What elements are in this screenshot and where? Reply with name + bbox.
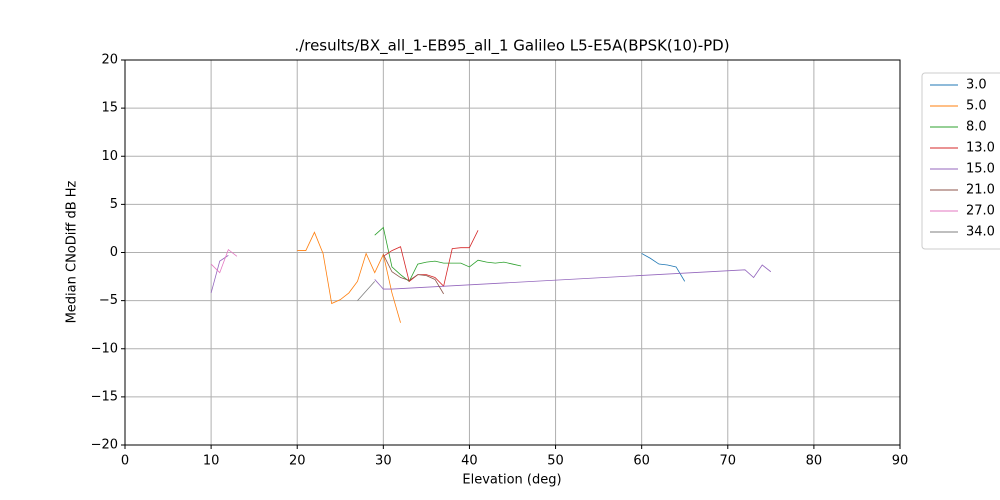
y-tick-label: 10 bbox=[101, 149, 118, 164]
series-line bbox=[382, 254, 444, 295]
legend-label: 13.0 bbox=[966, 141, 995, 156]
y-tick-label: 20 bbox=[101, 53, 118, 68]
legend-box bbox=[921, 72, 1000, 250]
y-tick-label: −15 bbox=[91, 389, 118, 404]
x-tick-label: 0 bbox=[121, 454, 129, 469]
y-axis-label: Median CNoDiff dB Hz bbox=[65, 180, 80, 323]
legend-label: 15.0 bbox=[966, 162, 995, 177]
legend-label: 21.0 bbox=[966, 183, 995, 198]
x-tick-label: 80 bbox=[806, 454, 823, 469]
legend-label: 3.0 bbox=[966, 78, 987, 93]
x-tick-label: 90 bbox=[892, 454, 909, 469]
y-tick-label: 5 bbox=[110, 197, 118, 212]
x-tick-label: 60 bbox=[633, 454, 650, 469]
series-line bbox=[297, 231, 401, 323]
plot-frame bbox=[124, 59, 901, 446]
chart-title: ./results/BX_all_1-EB95_all_1 Galileo L5… bbox=[294, 37, 729, 56]
x-tick-label: 50 bbox=[547, 454, 564, 469]
legend-label: 27.0 bbox=[966, 204, 995, 219]
y-tick-label: 15 bbox=[101, 101, 118, 116]
series-line bbox=[374, 264, 772, 290]
x-tick-label: 30 bbox=[375, 454, 392, 469]
x-tick-label: 20 bbox=[289, 454, 306, 469]
series-line bbox=[374, 226, 522, 282]
series-line bbox=[210, 255, 229, 294]
legend-label: 34.0 bbox=[966, 225, 995, 240]
y-tick-label: −10 bbox=[91, 341, 118, 356]
y-tick-label: 0 bbox=[110, 245, 118, 260]
legend-label: 8.0 bbox=[966, 120, 987, 135]
series-line bbox=[357, 281, 376, 301]
x-tick-label: 10 bbox=[203, 454, 220, 469]
y-tick-label: −20 bbox=[91, 438, 118, 453]
x-tick-label: 40 bbox=[461, 454, 478, 469]
x-tick-label: 70 bbox=[720, 454, 737, 469]
series-line bbox=[383, 230, 479, 287]
series-line bbox=[641, 253, 686, 282]
series-line bbox=[210, 248, 238, 274]
legend-label: 5.0 bbox=[966, 99, 987, 114]
y-tick-label: −5 bbox=[99, 293, 118, 308]
x-axis-label: Elevation (deg) bbox=[462, 473, 561, 488]
